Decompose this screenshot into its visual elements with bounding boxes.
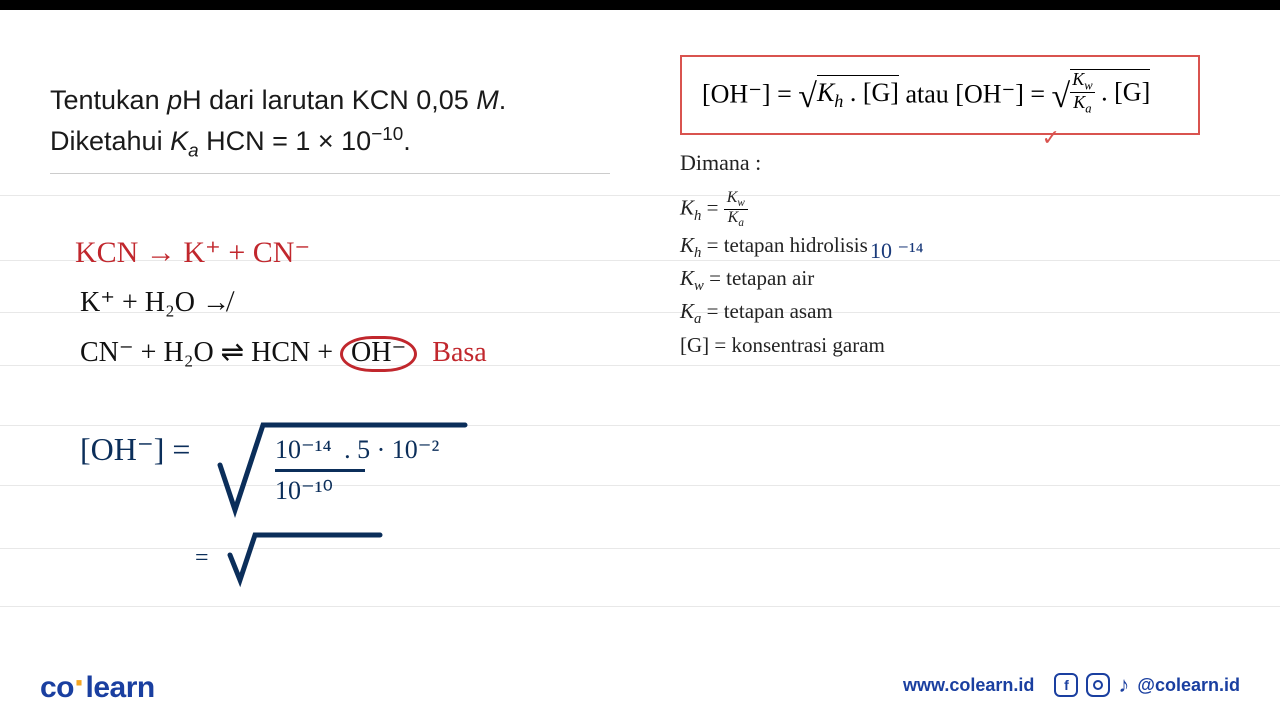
formula-lhs2: [OH⁻] =	[955, 80, 1051, 109]
text: Tentukan	[50, 85, 167, 115]
logo-co: co	[40, 671, 74, 704]
text: =	[701, 196, 723, 220]
text: = tetapan asam	[701, 299, 832, 323]
text: K	[680, 196, 694, 220]
tiktok-icon[interactable]: ♪	[1118, 672, 1129, 698]
problem-line-1: Tentukan pH dari larutan KCN 0,05 M.	[50, 80, 610, 121]
colearn-logo: co·learn	[40, 664, 155, 706]
sqrt-content-2: KwKa . [G]	[1070, 69, 1150, 117]
ruled-line	[0, 606, 1280, 607]
handwritten-fraction: 10⁻¹⁴ . 5 · 10⁻² 10⁻¹⁰	[275, 435, 439, 506]
text: . [G]	[1095, 78, 1151, 107]
text-atau: atau	[899, 80, 955, 109]
check-mark-icon: ✓	[1042, 125, 1060, 151]
radical-icon: √	[1052, 78, 1071, 115]
text: OH⁻	[351, 337, 406, 368]
fraction-denominator: 10⁻¹⁰	[275, 476, 333, 505]
radical-icon: √	[798, 78, 817, 115]
text: 10⁻¹⁴	[275, 435, 332, 464]
divider	[50, 173, 610, 174]
dimana-l3: Kw = tetapan air	[680, 265, 1200, 296]
handwritten-eq3: CN⁻ + H₂O ⇌ HCN + OH⁻ Basa	[80, 335, 487, 372]
equals-sign: =	[195, 545, 209, 572]
text: HCN = 1 × 10	[199, 126, 372, 156]
text: w	[1084, 79, 1092, 93]
facebook-icon[interactable]: f	[1054, 673, 1078, 697]
ruled-line	[0, 425, 1280, 426]
text: K	[680, 266, 694, 290]
text: K	[1073, 92, 1085, 112]
logo-dot-icon: ·	[74, 662, 86, 703]
fraction-bar	[275, 469, 365, 472]
instagram-icon[interactable]	[1086, 673, 1110, 697]
handwritten-eq1: KCN → K⁺ + CN⁻	[75, 235, 310, 270]
text: = tetapan air	[704, 266, 814, 290]
text-K: K	[170, 126, 188, 156]
fraction-numerator: 10⁻¹⁴ . 5 · 10⁻²	[275, 435, 439, 465]
text: = tetapan hidrolisis	[701, 233, 867, 257]
ruled-line	[0, 485, 1280, 486]
text-exp: −10	[371, 124, 403, 145]
footer: co·learn www.colearn.id f ♪ @colearn.id	[0, 650, 1280, 720]
formula-lhs1: [OH⁻] =	[702, 80, 798, 109]
text: K	[728, 209, 739, 226]
problem-line-2: Diketahui Ka HCN = 1 × 10−10.	[50, 121, 610, 166]
text: . 5 · 10⁻²	[344, 435, 439, 464]
footer-url[interactable]: www.colearn.id	[903, 675, 1034, 696]
ruled-line	[0, 548, 1280, 549]
fraction: KwKa	[1070, 70, 1094, 115]
text: a	[1085, 102, 1091, 116]
fraction: KwKa	[724, 190, 748, 230]
text: K	[680, 233, 694, 257]
sqrt-content-1: Kh . [G]	[817, 75, 899, 112]
social-handle[interactable]: @colearn.id	[1137, 675, 1240, 696]
main-content: Tentukan pH dari larutan KCN 0,05 M. Dik…	[0, 10, 1280, 650]
circled-oh: OH⁻	[340, 336, 417, 372]
handwritten-oh-eq: [OH⁻] =	[80, 430, 190, 468]
text: K	[817, 78, 834, 107]
text: .	[403, 126, 411, 156]
text: w	[694, 278, 704, 294]
formula-box: [OH⁻] = √Kh . [G] atau [OH⁻] = √KwKa . […	[680, 55, 1200, 135]
text-basa: Basa	[432, 337, 486, 368]
handwritten-eq2: K⁺ + H₂O ↛	[80, 285, 230, 319]
text: a	[738, 218, 744, 230]
top-black-bar	[0, 0, 1280, 10]
text: H dari larutan KCN 0,05	[182, 85, 476, 115]
footer-right: www.colearn.id f ♪ @colearn.id	[903, 672, 1240, 698]
text: K	[727, 189, 738, 206]
dimana-l5: [G] = konsentrasi garam	[680, 332, 1200, 359]
text-M: M	[476, 85, 499, 115]
text-ph-p: p	[167, 85, 182, 115]
text: h	[834, 91, 843, 111]
legend-dimana: Dimana : Kh = KwKa Kh = tetapan hidrolis…	[680, 150, 1200, 361]
problem-statement: Tentukan pH dari larutan KCN 0,05 M. Dik…	[50, 80, 610, 174]
text: .	[499, 85, 507, 115]
radical-drawing-small	[225, 530, 385, 590]
dimana-l2: Kh = tetapan hidrolisis	[680, 232, 1200, 263]
dimana-l4: Ka = tetapan asam	[680, 298, 1200, 329]
text: Diketahui	[50, 126, 170, 156]
social-icons: f ♪ @colearn.id	[1054, 672, 1240, 698]
dimana-title: Dimana :	[680, 150, 1200, 176]
handwritten-kw-value: 10 ⁻¹⁴	[870, 238, 923, 264]
text: K	[680, 299, 694, 323]
text: . [G]	[843, 78, 899, 107]
text: CN⁻ + H₂O ⇌ HCN +	[80, 337, 333, 368]
text: w	[737, 197, 744, 209]
logo-learn: learn	[86, 671, 155, 704]
dimana-kh: Kh = KwKa	[680, 190, 1200, 230]
text: K	[1072, 69, 1084, 89]
text-a: a	[188, 140, 199, 161]
